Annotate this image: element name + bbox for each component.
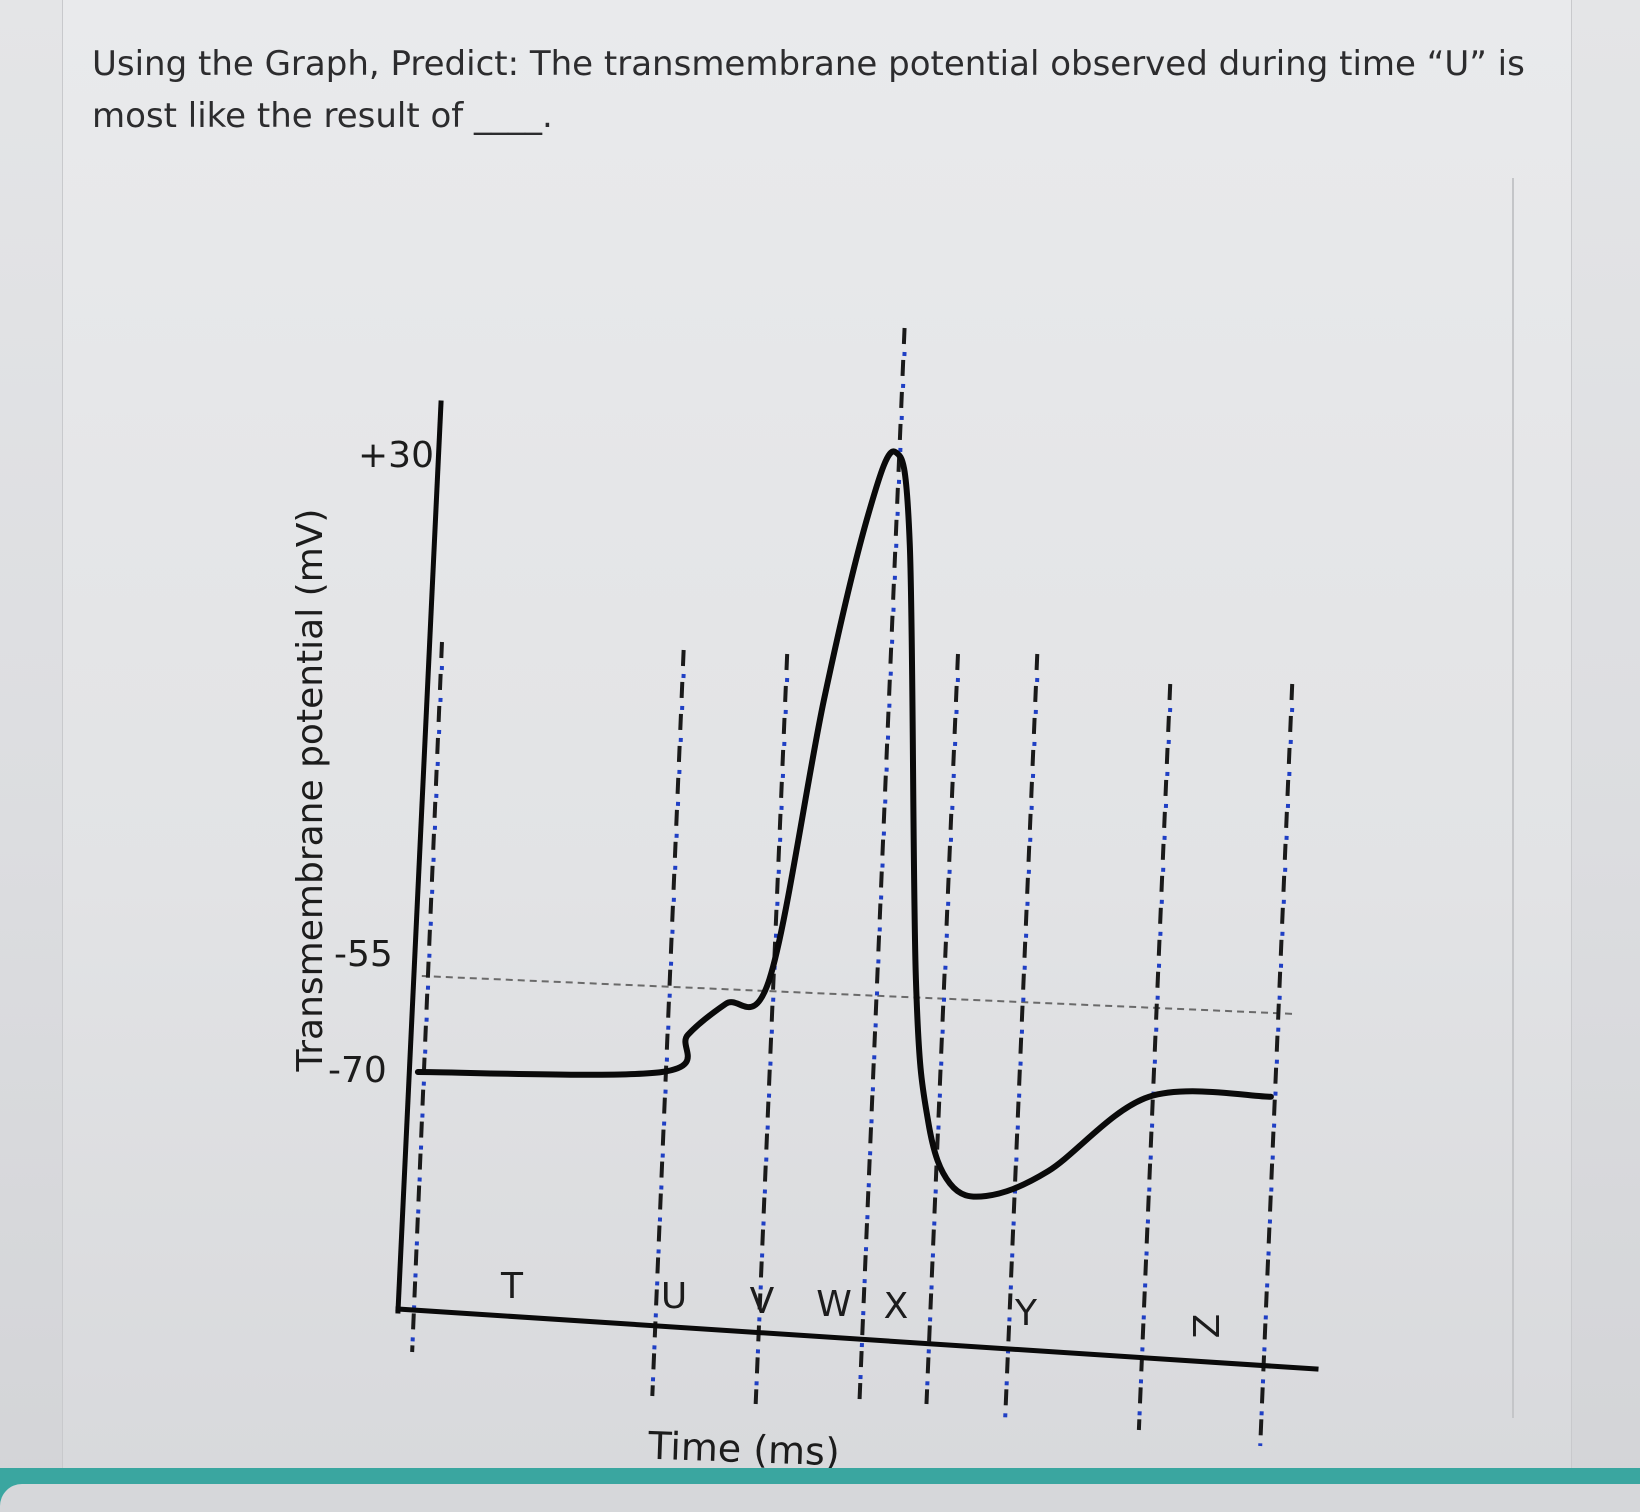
phase-label: Z [1187, 1314, 1228, 1339]
phase-label: X [884, 1286, 909, 1327]
y-tick-label: -55 [334, 934, 393, 975]
phase-label: T [500, 1266, 524, 1307]
threshold-line-layer [421, 975, 1296, 1015]
x-axis-label: Time (ms) [647, 1424, 841, 1475]
phase-label: Y [1014, 1293, 1038, 1334]
y-axis-label: Transmembrane potential (mV) [290, 509, 331, 1073]
phase-boundaries-layer [410, 327, 1295, 1447]
phase-label: U [661, 1276, 687, 1317]
curve-layer [414, 448, 1274, 1200]
phase-boundary-dash [1258, 683, 1295, 1447]
x-axis [395, 1306, 1319, 1372]
phase-boundary-dash [1136, 683, 1173, 1431]
action-potential-curve [414, 448, 1274, 1200]
y-axis [395, 400, 444, 1314]
figure-frame-edge [1512, 178, 1514, 1418]
phase-boundary-dash [857, 327, 907, 1405]
phase-boundary-dash [924, 653, 960, 1405]
question-text: Using the Graph, Predict: The transmembr… [92, 44, 1525, 136]
y-tick-label: -70 [328, 1050, 387, 1091]
bottom-panel-edge [0, 1484, 1640, 1512]
phase-label: W [816, 1284, 852, 1325]
y-tick-label: +30 [358, 435, 434, 476]
phase-label: V [750, 1281, 775, 1322]
axes-layer [395, 400, 1319, 1372]
phase-boundary-dash [650, 649, 686, 1397]
threshold-line [421, 975, 1296, 1015]
phase-boundary-dash [410, 641, 444, 1353]
